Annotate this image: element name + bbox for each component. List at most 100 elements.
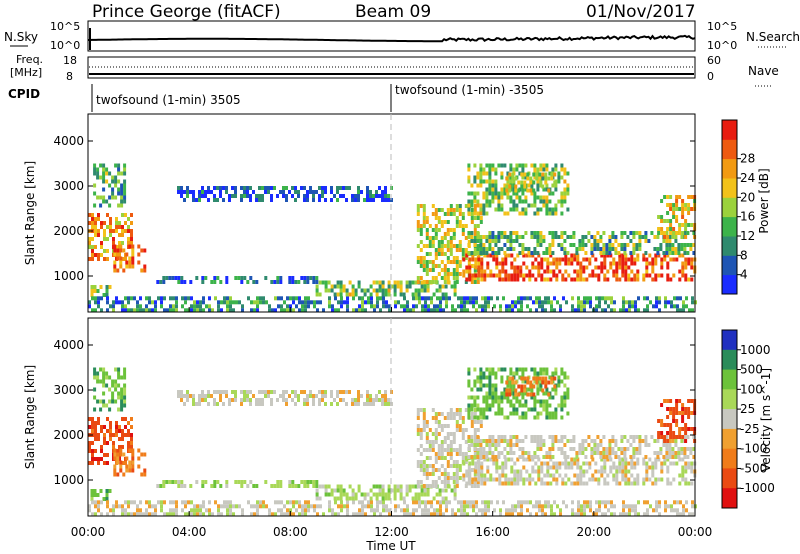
power-cell (378, 288, 382, 293)
power-cell (473, 216, 477, 220)
power-cell (381, 292, 385, 297)
velocity-cell (100, 429, 103, 433)
velocity-cell (393, 492, 397, 497)
power-cell (361, 308, 364, 313)
velocity-cell (520, 500, 523, 505)
power-cell (105, 285, 109, 289)
velocity-cell (229, 508, 232, 513)
power-cell (117, 167, 121, 172)
power-cell (273, 280, 277, 284)
velocity-cell (449, 412, 453, 416)
velocity-cell (412, 512, 415, 517)
power-cell (425, 220, 429, 224)
velocity-cell (316, 512, 319, 517)
power-cell (560, 191, 564, 196)
power-cell (216, 276, 220, 280)
power-cell (595, 296, 598, 301)
velocity-cell (165, 480, 169, 484)
velocity-cell (672, 477, 676, 482)
power-cell (479, 239, 483, 243)
velocity-cell (265, 504, 268, 509)
power-cell (123, 167, 127, 172)
velocity-cell (675, 461, 679, 466)
power-cell (569, 243, 573, 247)
velocity-cell (336, 394, 339, 398)
velocity-cell (123, 399, 127, 404)
power-cell (411, 280, 415, 285)
velocity-cell (458, 464, 462, 468)
power-cell (412, 308, 415, 313)
velocity-cell (508, 508, 511, 513)
power-cell (675, 231, 679, 235)
velocity-cell (520, 384, 524, 389)
velocity-cell (437, 420, 441, 424)
velocity-cell (530, 395, 534, 400)
power-cell (637, 308, 640, 313)
velocity-cell (394, 508, 397, 513)
power-cell (474, 261, 478, 266)
power-cell (576, 273, 580, 278)
power-cell (467, 191, 471, 196)
velocity-cell (109, 429, 112, 433)
power-cell (529, 180, 533, 185)
power-cell (494, 171, 498, 176)
velocity-cell (434, 456, 438, 460)
velocity-cell (108, 407, 112, 412)
power-cell (666, 253, 670, 258)
power-cell (437, 244, 441, 248)
power-cell (666, 277, 670, 282)
cpid-label: CPID (8, 87, 40, 101)
power-cell (467, 211, 471, 216)
power-cell (229, 296, 232, 301)
power-cell (612, 269, 616, 274)
velocity-cell (207, 394, 210, 398)
velocity-cbar-tick-label: -100 (740, 442, 767, 456)
velocity-cell (123, 367, 127, 372)
velocity-cell (452, 480, 456, 484)
power-cell (516, 253, 520, 258)
power-cell (121, 213, 124, 217)
power-cell (550, 308, 553, 313)
power-cell (606, 253, 610, 258)
power-cell (536, 183, 540, 188)
velocity-cell (560, 399, 564, 404)
velocity-cell (469, 500, 472, 505)
velocity-cell (542, 403, 546, 408)
power-cell (535, 300, 538, 305)
power-cell (330, 284, 334, 289)
velocity-cell (463, 500, 466, 505)
power-cell (240, 198, 243, 202)
velocity-cell (491, 383, 495, 388)
velocity-cell (627, 461, 631, 466)
power-cell (99, 163, 103, 168)
power-cell (645, 261, 649, 266)
power-cell (137, 244, 141, 249)
velocity-cell (524, 415, 528, 420)
velocity-cell (664, 504, 667, 509)
power-cell (545, 207, 549, 212)
power-cell (483, 269, 487, 274)
velocity-cell (672, 415, 676, 419)
velocity-cell (330, 390, 333, 394)
power-cell (606, 269, 610, 274)
power-cell (597, 273, 601, 278)
velocity-cell (280, 508, 283, 513)
velocity-cell (357, 394, 360, 398)
velocity-cell (520, 512, 523, 517)
power-cell (381, 288, 385, 293)
velocity-cell (548, 395, 552, 400)
velocity-cell (555, 465, 559, 470)
power-cell (548, 211, 552, 216)
power-cell (513, 277, 517, 282)
power-cell (593, 243, 597, 247)
power-cell (346, 300, 349, 305)
power-cell (381, 194, 384, 198)
velocity-cell (118, 425, 121, 429)
velocity-cell (422, 464, 426, 468)
velocity-cell (536, 383, 540, 388)
velocity-cell (522, 465, 526, 470)
power-cell (283, 300, 286, 305)
velocity-cell (336, 402, 339, 406)
velocity-cell (650, 435, 654, 439)
velocity-cell (599, 443, 603, 447)
